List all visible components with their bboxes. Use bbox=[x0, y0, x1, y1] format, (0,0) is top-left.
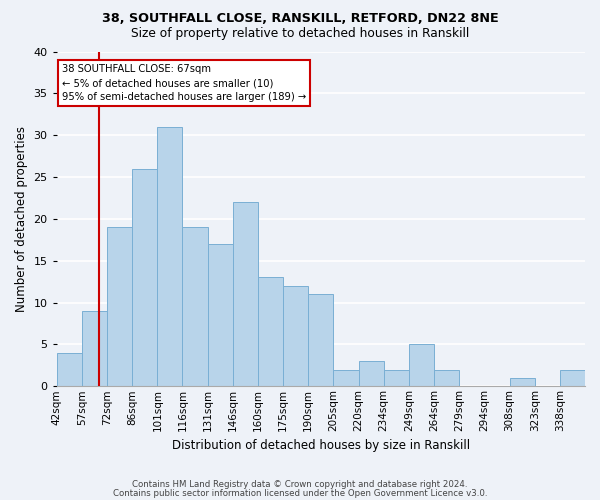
Bar bbox=[82, 311, 107, 386]
Text: Contains HM Land Registry data © Crown copyright and database right 2024.: Contains HM Land Registry data © Crown c… bbox=[132, 480, 468, 489]
Bar bbox=[182, 228, 208, 386]
Text: 38, SOUTHFALL CLOSE, RANSKILL, RETFORD, DN22 8NE: 38, SOUTHFALL CLOSE, RANSKILL, RETFORD, … bbox=[101, 12, 499, 26]
Bar bbox=[258, 278, 283, 386]
Y-axis label: Number of detached properties: Number of detached properties bbox=[15, 126, 28, 312]
Bar bbox=[359, 361, 384, 386]
Bar bbox=[308, 294, 334, 386]
Bar bbox=[107, 228, 132, 386]
Bar bbox=[560, 370, 585, 386]
Bar bbox=[384, 370, 409, 386]
Bar bbox=[283, 286, 308, 386]
Bar bbox=[132, 168, 157, 386]
Bar bbox=[208, 244, 233, 386]
Bar bbox=[509, 378, 535, 386]
Text: Contains public sector information licensed under the Open Government Licence v3: Contains public sector information licen… bbox=[113, 488, 487, 498]
Bar bbox=[157, 127, 182, 386]
X-axis label: Distribution of detached houses by size in Ranskill: Distribution of detached houses by size … bbox=[172, 440, 470, 452]
Bar bbox=[57, 353, 82, 386]
Bar bbox=[409, 344, 434, 387]
Text: Size of property relative to detached houses in Ranskill: Size of property relative to detached ho… bbox=[131, 28, 469, 40]
Bar bbox=[334, 370, 359, 386]
Text: 38 SOUTHFALL CLOSE: 67sqm
← 5% of detached houses are smaller (10)
95% of semi-d: 38 SOUTHFALL CLOSE: 67sqm ← 5% of detach… bbox=[62, 64, 307, 102]
Bar bbox=[434, 370, 459, 386]
Bar bbox=[233, 202, 258, 386]
